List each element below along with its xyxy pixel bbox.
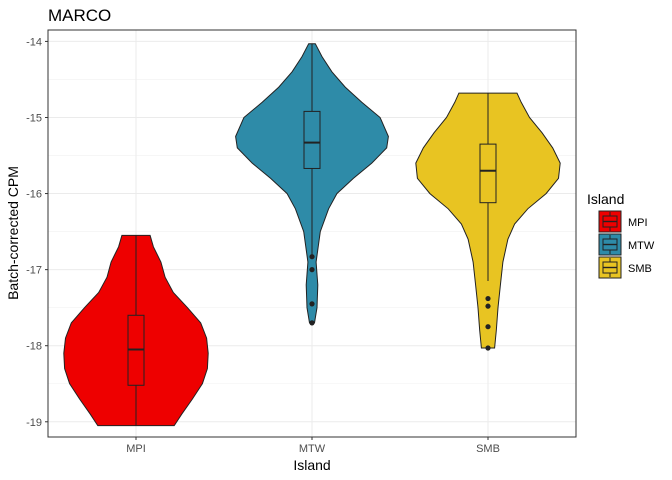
- outlier-point: [309, 254, 315, 260]
- x-tick-label: SMB: [476, 443, 500, 455]
- legend-entry-mpi: MPI: [598, 210, 648, 233]
- y-axis: -19 -18 -17 -16 -15 -14: [26, 36, 48, 429]
- x-axis: MPI MTW SMB: [126, 437, 500, 455]
- outlier-point: [309, 267, 315, 273]
- box: [303, 110, 321, 169]
- y-tick-label: -17: [26, 265, 42, 277]
- y-tick-label: -16: [26, 189, 42, 201]
- legend-entry-mtw: MTW: [598, 233, 655, 256]
- violins: [63, 43, 561, 427]
- chart-title: MARCO: [48, 6, 111, 25]
- x-axis-title: Island: [293, 457, 330, 473]
- y-tick-label: -15: [26, 112, 42, 124]
- y-tick-label: -19: [26, 417, 42, 429]
- y-axis-title: Batch-corrected CPM: [5, 166, 21, 300]
- box: [479, 143, 497, 204]
- outlier-point: [485, 303, 491, 309]
- legend-label: SMB: [628, 263, 652, 275]
- y-tick-label: -18: [26, 341, 42, 353]
- x-tick-label: MTW: [299, 443, 326, 455]
- outlier-point: [309, 301, 315, 307]
- legend-label: MTW: [628, 240, 655, 252]
- violin-mpi: [63, 234, 209, 427]
- x-tick-label: MPI: [126, 443, 146, 455]
- violin-mtw: [235, 43, 389, 326]
- legend-title: Island: [587, 191, 624, 207]
- violin-smb: [415, 92, 561, 351]
- outlier-point: [485, 345, 491, 351]
- outlier-point: [485, 324, 491, 330]
- outlier-point: [485, 295, 491, 302]
- legend: Island MPI MTW SMB: [587, 191, 655, 279]
- y-tick-label: -14: [26, 36, 42, 48]
- outlier-point: [309, 320, 315, 326]
- legend-label: MPI: [628, 217, 648, 229]
- legend-entry-smb: SMB: [598, 256, 652, 279]
